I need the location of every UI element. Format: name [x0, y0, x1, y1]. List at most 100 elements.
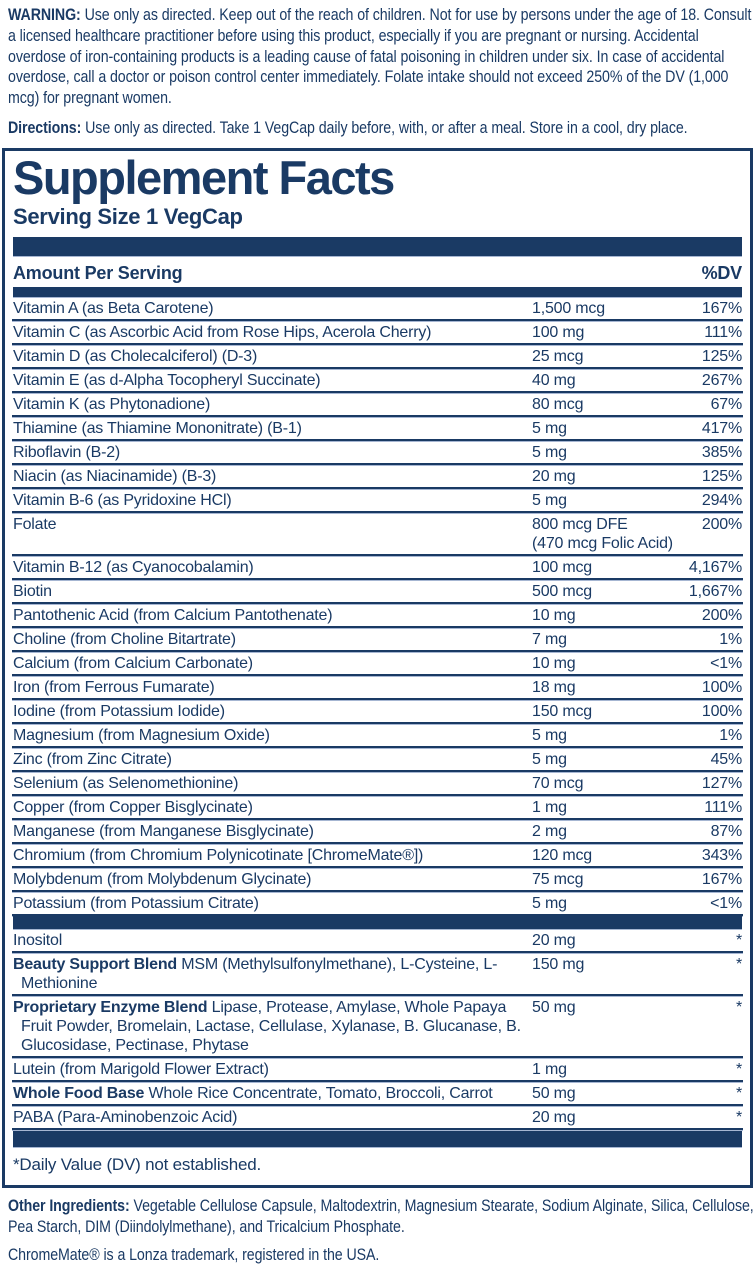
nutrient-name: Copper (from Copper Bisglycinate)	[13, 798, 253, 816]
nutrient-dv: 385%	[701, 443, 742, 461]
nutrient-amount: 5 mg	[532, 491, 567, 509]
divider-bar-thick	[13, 236, 742, 256]
nutrient-amount: 20 mg	[532, 931, 576, 949]
nutrient-amount: 1 mg	[532, 1060, 567, 1078]
nutrient-dv: 45%	[710, 750, 743, 768]
nutrient-amount: 5 mg	[532, 894, 567, 912]
nutrient-dv: *	[735, 931, 742, 949]
nutrient-name: Magnesium (from Magnesium Oxide)	[13, 726, 270, 744]
nutrient-dv: *	[735, 998, 742, 1016]
nutrient-name: Beauty Support Blend MSM (Methylsulfonyl…	[13, 955, 498, 992]
directions-text: Use only as directed. Take 1 VegCap dail…	[85, 117, 688, 137]
nutrient-name: Vitamin A (as Beta Carotene)	[13, 299, 214, 317]
nutrient-dv: *	[735, 955, 742, 973]
serving-size: Serving Size 1 VegCap	[13, 203, 243, 229]
nutrient-amount: 10 mg	[532, 606, 576, 624]
nutrient-dv: 294%	[701, 491, 742, 509]
nutrient-amount: 40 mg	[532, 371, 576, 389]
table-row: Iodine (from Potassium Iodide) 150 mcg 100…	[12, 700, 743, 724]
nutrient-amount: 1 mg	[532, 798, 567, 816]
nutrient-dv: 167%	[701, 299, 742, 317]
nutrient-dv: 200%	[701, 606, 742, 624]
nutrient-name: Lutein (from Marigold Flower Extract)	[13, 1060, 269, 1078]
nutrient-dv: 167%	[701, 870, 742, 888]
nutrient-name: Zinc (from Zinc Citrate)	[13, 750, 172, 768]
table-row: Folate 800 mcg DFE (470 mcg Folic Acid) 200…	[12, 513, 743, 556]
nutrient-amount: 50 mg	[532, 1084, 576, 1102]
nutrient-dv: 1,667%	[688, 582, 742, 600]
table-row: Vitamin K (as Phytonadione) 80 mcg 67%	[12, 393, 743, 417]
directions-paragraph: Directions: Use only as directed. Take 1…	[8, 118, 754, 139]
supplement-facts-panel: Supplement Facts Serving Size 1 VegCap A…	[2, 147, 753, 1188]
nutrient-name: Selenium (as Selenomethionine)	[13, 774, 239, 792]
nutrient-amount: 1,500 mcg	[532, 299, 605, 317]
table-row: Inositol 20 mg *	[12, 929, 743, 953]
table-row: Biotin 500 mcg 1,667%	[12, 580, 743, 604]
nutrient-dv: 417%	[701, 419, 742, 437]
nutrient-dv: *	[735, 1084, 742, 1102]
nutrient-dv: 100%	[701, 678, 742, 696]
table-row: Potassium (from Potassium Citrate) 5 mg <1…	[12, 892, 743, 916]
nutrient-name: Whole Food Base Whole Rice Concentrate, …	[13, 1084, 493, 1102]
nutrient-dv: *	[735, 1060, 742, 1078]
nutrient-name: Chromium (from Chromium Polynicotinate […	[13, 846, 424, 864]
nutrient-amount: 5 mg	[532, 419, 567, 437]
nutrient-dv: *	[735, 1108, 742, 1126]
nutrient-dv: 111%	[704, 798, 742, 816]
nutrient-amount: 18 mg	[532, 678, 576, 696]
nutrient-dv: 267%	[701, 371, 742, 389]
trademark-note: ChromeMate® is a Lonza trademark, regist…	[8, 1245, 380, 1265]
nutrient-amount-secondary: (470 mcg Folic Acid)	[532, 534, 673, 552]
nutrient-amount: 150 mg	[532, 955, 585, 973]
nutrient-amount: 50 mg	[532, 998, 576, 1016]
warning-label: WARNING:	[8, 5, 81, 24]
table-row: PABA (Para-Aminobenzoic Acid) 20 mg *	[12, 1106, 743, 1130]
table-row: Pantothenic Acid (from Calcium Pantothen…	[12, 604, 743, 628]
nutrient-dv: 125%	[701, 467, 742, 485]
nutrient-amount: 5 mg	[532, 750, 567, 768]
column-header-row: Amount Per Serving %DV	[12, 259, 743, 287]
nutrient-dv: 127%	[701, 774, 742, 792]
directions-label: Directions:	[8, 117, 82, 137]
nutrient-name: Riboflavin (B-2)	[13, 443, 121, 461]
nutrient-table: Vitamin A (as Beta Carotene) 1,500 mcg 167…	[12, 297, 743, 1130]
nutrient-amount: 5 mg	[532, 443, 567, 461]
table-row: Chromium (from Chromium Polynicotinate […	[12, 844, 743, 868]
nutrient-amount: 10 mg	[532, 654, 576, 672]
nutrient-name: Iodine (from Potassium Iodide)	[13, 702, 225, 720]
table-row: Selenium (as Selenomethionine) 70 mcg 127%	[12, 772, 743, 796]
nutrient-dv: 100%	[701, 702, 742, 720]
nutrient-amount: 5 mg	[532, 726, 567, 744]
nutrient-name: Niacin (as Niacinamide) (B-3)	[13, 467, 217, 485]
table-row: Vitamin E (as d-Alpha Tocopheryl Succina…	[12, 369, 743, 393]
nutrient-dv: 200%	[701, 515, 742, 533]
nutrient-name: Manganese (from Manganese Bisglycinate)	[13, 822, 314, 840]
nutrient-amount: 120 mcg	[532, 846, 592, 864]
table-row: Molybdenum (from Molybdenum Glycinate) 75…	[12, 868, 743, 892]
nutrient-amount: 100 mcg	[532, 558, 592, 576]
nutrient-name: Inositol	[13, 931, 63, 949]
table-row: Vitamin C (as Ascorbic Acid from Rose Hi…	[12, 321, 743, 345]
nutrient-amount: 800 mcg DFE (470 mcg Folic Acid)	[532, 515, 680, 553]
table-row: Riboflavin (B-2) 5 mg 385%	[12, 441, 743, 465]
table-row: Vitamin D (as Cholecalciferol) (D-3) 25 m…	[12, 345, 743, 369]
nutrient-name: Calcium (from Calcium Carbonate)	[13, 654, 253, 672]
nutrient-amount: 2 mg	[532, 822, 567, 840]
nutrient-name: Pantothenic Acid (from Calcium Pantothen…	[13, 606, 333, 624]
nutrient-dv: 1%	[719, 726, 742, 744]
table-row: Copper (from Copper Bisglycinate) 1 mg 111…	[12, 796, 743, 820]
divider-bar-bottom	[13, 1130, 742, 1147]
nutrient-dv: 67%	[710, 395, 743, 413]
nutrient-dv: 343%	[701, 846, 742, 864]
nutrient-name-lead: Whole Food Base	[13, 1084, 145, 1102]
nutrient-name: Thiamine (as Thiamine Mononitrate) (B-1)	[13, 419, 302, 437]
table-row: Choline (from Choline Bitartrate) 7 mg 1%	[12, 628, 743, 652]
warning-paragraph: WARNING: Use only as directed. Keep out …	[8, 5, 754, 109]
nutrient-name: Biotin	[13, 582, 52, 600]
amount-per-serving-header: Amount Per Serving	[13, 262, 183, 283]
nutrient-name: PABA (Para-Aminobenzoic Acid)	[13, 1108, 238, 1126]
daily-value-footnote: *Daily Value (DV) not established.	[13, 1154, 262, 1174]
nutrient-name: Vitamin K (as Phytonadione)	[13, 395, 211, 413]
nutrient-amount: 500 mcg	[532, 582, 592, 600]
nutrient-dv: 125%	[701, 347, 742, 365]
